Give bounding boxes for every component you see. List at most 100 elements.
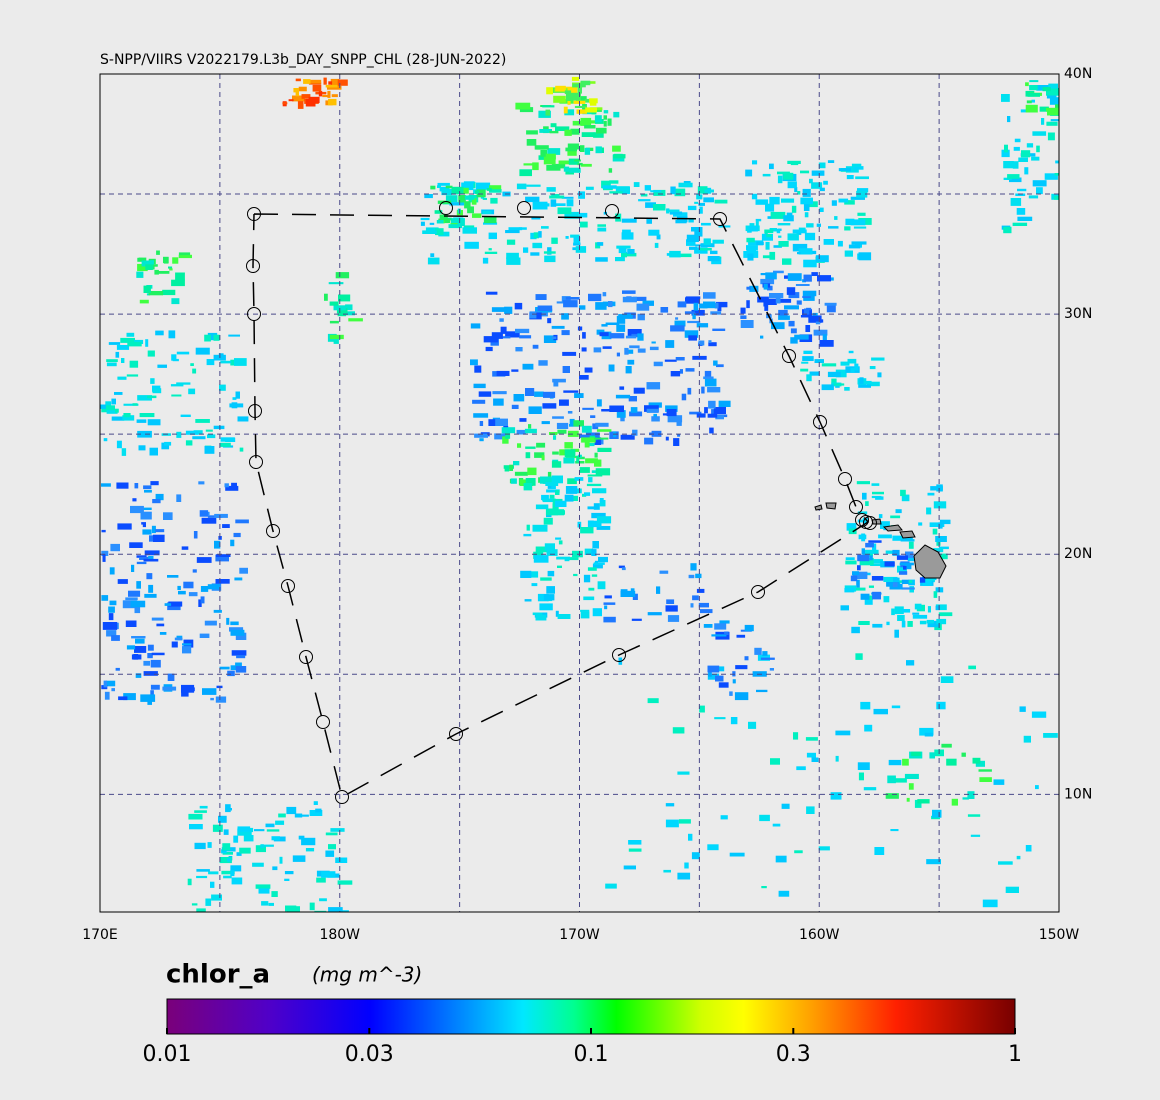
chlorophyll-patch xyxy=(1025,82,1029,87)
chlorophyll-patch xyxy=(583,596,595,601)
chlorophyll-patch xyxy=(331,94,338,98)
chlorophyll-patch xyxy=(553,95,566,103)
chlorophyll-patch xyxy=(233,532,241,538)
chlorophyll-patch xyxy=(202,688,217,695)
chlorophyll-patch xyxy=(1043,733,1058,738)
chlorophyll-patch xyxy=(528,571,539,578)
chlorophyll-patch xyxy=(579,145,585,152)
chlorophyll-patch xyxy=(591,574,598,577)
chlorophyll-patch xyxy=(586,483,602,487)
chlorophyll-patch xyxy=(804,232,816,241)
chlorophyll-patch xyxy=(491,332,503,339)
chlorophyll-patch xyxy=(787,160,801,164)
chlorophyll-patch xyxy=(542,105,555,108)
chlorophyll-patch xyxy=(555,610,559,617)
chlorophyll-patch xyxy=(534,452,545,458)
chlorophyll-patch xyxy=(563,106,568,114)
chlorophyll-patch xyxy=(636,303,650,311)
chlorophyll-patch xyxy=(699,206,703,214)
chlorophyll-patch xyxy=(901,609,911,613)
chlorophyll-patch xyxy=(183,581,194,589)
chlorophyll-patch xyxy=(211,894,222,901)
chlorophyll-patch xyxy=(261,901,269,906)
chlorophyll-patch xyxy=(665,405,678,412)
chlorophyll-patch xyxy=(104,691,110,700)
chlorophyll-patch xyxy=(932,528,938,535)
chlorophyll-patch xyxy=(125,620,137,627)
chlorophyll-patch xyxy=(846,175,854,180)
chlorophyll-patch xyxy=(685,296,701,300)
chlorophyll-patch xyxy=(434,210,443,214)
chlorophyll-patch xyxy=(1001,149,1010,158)
chlorophyll-patch xyxy=(215,554,229,562)
chlorophyll-patch xyxy=(504,306,513,314)
chlorophyll-patch xyxy=(865,542,874,548)
chlorophyll-patch xyxy=(529,311,537,319)
chlorophyll-patch xyxy=(592,423,599,430)
chlorophyll-patch xyxy=(539,129,552,133)
chlorophyll-patch xyxy=(794,334,809,340)
chlorophyll-patch xyxy=(1031,711,1047,718)
chlorophyll-patch xyxy=(551,325,565,329)
chlorophyll-patch xyxy=(534,145,549,150)
chlorophyll-patch xyxy=(660,307,669,313)
chlorophyll-patch xyxy=(574,393,584,398)
chlorophyll-patch xyxy=(538,110,551,118)
chlorophyll-patch xyxy=(623,865,636,870)
chlorophyll-patch xyxy=(730,717,738,725)
chlorophyll-patch xyxy=(537,305,553,311)
chlorophyll-patch xyxy=(760,335,764,339)
chlorophyll-patch xyxy=(198,599,202,607)
chlorophyll-patch xyxy=(886,621,890,626)
chlorophyll-patch xyxy=(152,499,161,504)
chlorophyll-patch xyxy=(168,330,176,339)
chlorophyll-patch xyxy=(616,324,626,332)
chlorophyll-patch xyxy=(919,727,934,736)
colorbar-title: chlor_a xyxy=(166,960,270,990)
chlorophyll-patch xyxy=(223,829,229,835)
chlorophyll-patch xyxy=(435,228,444,236)
chlorophyll-patch xyxy=(180,414,191,417)
chlorophyll-patch xyxy=(555,537,562,540)
chlorophyll-patch xyxy=(935,536,947,542)
chlorophyll-patch xyxy=(582,332,586,339)
chlorophyll-patch xyxy=(760,278,775,285)
chlorophyll-patch xyxy=(870,563,883,566)
chlorophyll-patch xyxy=(542,498,556,503)
chlorophyll-patch xyxy=(135,638,145,644)
chlorophyll-patch xyxy=(703,301,716,309)
chlorophyll-patch xyxy=(527,467,537,476)
chlorophyll-patch xyxy=(532,242,543,249)
chlorophyll-patch xyxy=(998,861,1013,865)
chlorophyll-patch xyxy=(279,856,283,864)
chlorophyll-patch xyxy=(760,273,767,276)
chlorophyll-patch xyxy=(619,386,625,390)
chlorophyll-patch xyxy=(609,333,625,339)
chlorophyll-patch xyxy=(790,328,797,334)
chlorophyll-patch xyxy=(637,313,645,321)
chlorophyll-patch xyxy=(651,430,662,437)
chlorophyll-patch xyxy=(525,478,536,486)
chlorophyll-patch xyxy=(700,243,715,248)
chlorophyll-patch xyxy=(926,619,934,624)
chlorophyll-patch xyxy=(130,600,146,608)
chlorophyll-patch xyxy=(329,301,339,306)
chlorophyll-patch xyxy=(175,272,185,281)
chlorophyll-patch xyxy=(553,435,557,440)
chlorophyll-patch xyxy=(621,567,626,571)
chlorophyll-patch xyxy=(628,396,637,402)
chlorophyll-patch xyxy=(827,160,835,163)
chlorophyll-patch xyxy=(858,772,864,781)
chlorophyll-patch xyxy=(219,857,232,864)
chlorophyll-patch xyxy=(815,321,821,325)
chlorophyll-patch xyxy=(846,523,857,531)
chlorophyll-patch xyxy=(531,216,541,220)
chlorophyll-patch xyxy=(884,561,895,567)
chlorophyll-patch xyxy=(516,183,527,190)
chlorophyll-patch xyxy=(1023,735,1031,743)
chlorophyll-patch xyxy=(864,549,879,554)
chlorophyll-patch xyxy=(602,185,617,189)
chlorophyll-patch xyxy=(850,219,866,226)
chlorophyll-patch xyxy=(327,90,331,98)
chlorophyll-patch xyxy=(756,241,764,246)
